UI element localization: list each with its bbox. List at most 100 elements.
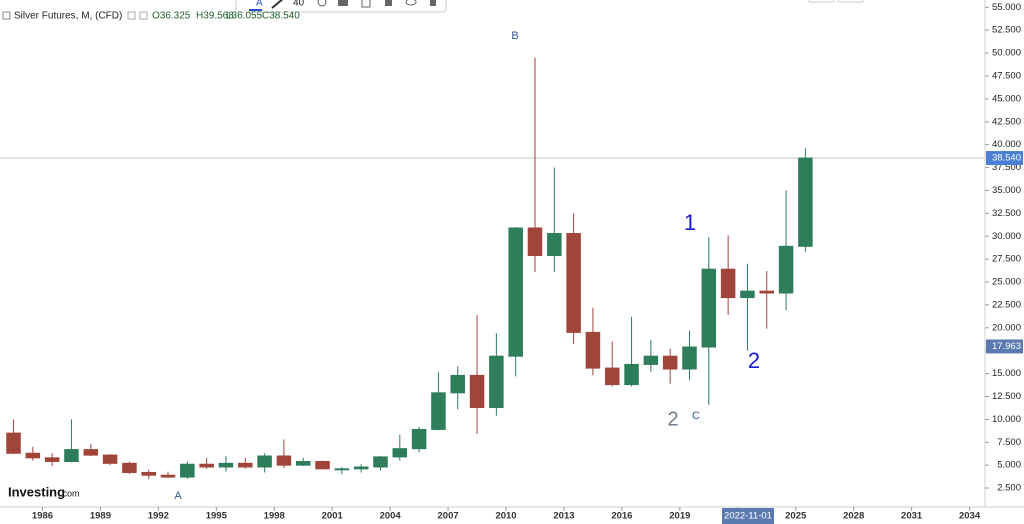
candle-body (566, 232, 581, 333)
candle-body (701, 268, 717, 348)
wave-label: 2 (748, 348, 760, 373)
marker-price-box (986, 339, 1023, 354)
candle-body (740, 290, 755, 299)
candle-body (662, 355, 678, 370)
y-tick-label: 40.000 (992, 139, 1021, 150)
logo: Investing (8, 484, 65, 499)
toolbar-icon[interactable] (338, 0, 348, 6)
wave-label: A (174, 490, 182, 502)
candle-body (450, 374, 465, 394)
candle-body (431, 392, 446, 430)
y-tick-label: 50.000 (992, 48, 1021, 59)
toolbar-settings-icon[interactable] (317, 0, 327, 7)
ohlc-value: O36.325 (152, 11, 191, 22)
candle-body (334, 468, 350, 471)
candle-body (508, 227, 523, 357)
y-tick-label: 22.500 (992, 299, 1021, 310)
y-tick-label: 35.000 (992, 185, 1021, 196)
candle-body (547, 232, 562, 256)
crosshair-date-box (722, 508, 774, 524)
candle-body (489, 355, 504, 408)
y-tick-label: 47.500 (992, 71, 1021, 82)
candle-body (643, 355, 659, 365)
crosshair-date: 2022-11-01 (724, 511, 772, 522)
candle-body (44, 457, 60, 462)
y-tick-label: 2.500 (997, 483, 1021, 494)
toolbar-trash-icon[interactable] (430, 0, 436, 6)
candle-body (469, 374, 485, 408)
x-tick-label: 1986 (32, 511, 53, 522)
toolbar-lock-icon[interactable] (385, 0, 392, 6)
y-tick-label: 45.000 (992, 93, 1021, 104)
chart-title: Silver Futures, M, (CFD) (14, 11, 122, 22)
y-tick-label: 12.500 (992, 391, 1021, 402)
candle-body (295, 460, 311, 466)
candle-body (160, 474, 176, 478)
candle-body (141, 471, 156, 476)
candle-body (25, 452, 41, 459)
collapse-icon[interactable] (2, 11, 11, 20)
x-tick-label: 2031 (901, 511, 923, 522)
candle-body (353, 466, 369, 470)
candle-body (257, 455, 272, 468)
y-tick-label: 5.000 (997, 460, 1021, 471)
toolbar[interactable]: A 40 (235, 0, 447, 13)
x-tick-label: 2007 (438, 511, 459, 522)
candle-body (585, 331, 601, 369)
candle-body (180, 463, 195, 478)
wave-label: C (692, 410, 700, 422)
toolbar-icon[interactable] (361, 0, 371, 8)
x-tick-label: 2013 (553, 511, 574, 522)
candle-body (373, 456, 388, 468)
y-tick-label: 25.000 (992, 277, 1021, 288)
toolbar-text-icon[interactable]: A (256, 0, 263, 9)
wave-label: B (511, 30, 518, 42)
y-tick-label: 37.500 (992, 162, 1021, 173)
y-tick-label: 15.000 (992, 368, 1021, 379)
x-tick-label: 1989 (90, 511, 111, 522)
marker-price-label: 17.963 (992, 341, 1021, 352)
toolbar-eye-icon[interactable] (405, 0, 417, 6)
last-price-box (986, 151, 1023, 166)
x-tick-label: 2028 (843, 511, 864, 522)
y-tick-label: 55.000 (992, 2, 1021, 13)
toolbar-pen-icon[interactable] (271, 0, 284, 9)
candle-body (798, 157, 813, 247)
candle-body (122, 462, 137, 473)
candle-body (199, 463, 214, 468)
x-tick-label: 2001 (322, 511, 344, 522)
candle-body (83, 449, 99, 456)
x-tick-label: 2016 (611, 511, 632, 522)
x-tick-label: 2034 (959, 511, 981, 522)
button[interactable] (837, 0, 865, 3)
logo-suffix: .com (60, 488, 80, 498)
candle-body (276, 455, 292, 466)
last-price-label: 38.540 (992, 153, 1021, 164)
y-tick-label: 42.500 (992, 116, 1021, 127)
ohlc-value: L36.055 (226, 11, 263, 22)
candle-body (759, 290, 775, 294)
candle-body (682, 346, 697, 370)
ohlc-value: C38.540 (262, 11, 300, 22)
candle-body (604, 367, 620, 386)
x-tick-label: 2004 (380, 511, 402, 522)
candle-body (238, 462, 253, 468)
y-tick-label: 30.000 (992, 231, 1021, 242)
candle-body (218, 462, 234, 468)
toolbar-size[interactable]: 40 (293, 0, 305, 9)
button[interactable] (807, 0, 835, 3)
x-tick-label: 2025 (785, 511, 807, 522)
candle-body (624, 363, 639, 386)
legend-icon[interactable] (139, 11, 148, 20)
ohlc-value: H39.568 (196, 11, 234, 22)
legend-icon[interactable] (127, 11, 136, 20)
wave-label: 1 (684, 210, 696, 235)
candle-body (720, 268, 736, 299)
x-tick-label: 1992 (148, 511, 169, 522)
candle-body (6, 432, 21, 454)
wave-label: 2 (667, 408, 678, 430)
y-tick-label: 52.500 (992, 25, 1021, 36)
y-tick-label: 27.500 (992, 254, 1021, 265)
candle-body (392, 448, 408, 458)
